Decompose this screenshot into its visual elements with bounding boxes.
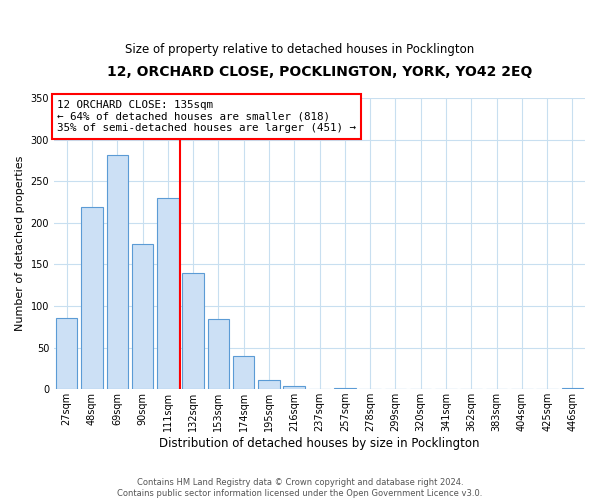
Bar [182, 273, 204, 389]
Bar [56, 318, 77, 389]
Bar [283, 386, 305, 389]
X-axis label: Distribution of detached houses by size in Pocklington: Distribution of detached houses by size … [159, 437, 480, 450]
Bar [334, 388, 356, 389]
Bar [258, 380, 280, 389]
Bar [233, 356, 254, 389]
Bar [81, 207, 103, 389]
Title: 12, ORCHARD CLOSE, POCKLINGTON, YORK, YO42 2EQ: 12, ORCHARD CLOSE, POCKLINGTON, YORK, YO… [107, 65, 532, 79]
Text: Size of property relative to detached houses in Pocklington: Size of property relative to detached ho… [125, 42, 475, 56]
Bar [107, 154, 128, 389]
Bar [208, 318, 229, 389]
Text: 12 ORCHARD CLOSE: 135sqm
← 64% of detached houses are smaller (818)
35% of semi-: 12 ORCHARD CLOSE: 135sqm ← 64% of detach… [57, 100, 356, 133]
Bar [132, 244, 153, 389]
Text: Contains HM Land Registry data © Crown copyright and database right 2024.
Contai: Contains HM Land Registry data © Crown c… [118, 478, 482, 498]
Bar [157, 198, 179, 389]
Y-axis label: Number of detached properties: Number of detached properties [15, 156, 25, 332]
Bar [562, 388, 583, 389]
